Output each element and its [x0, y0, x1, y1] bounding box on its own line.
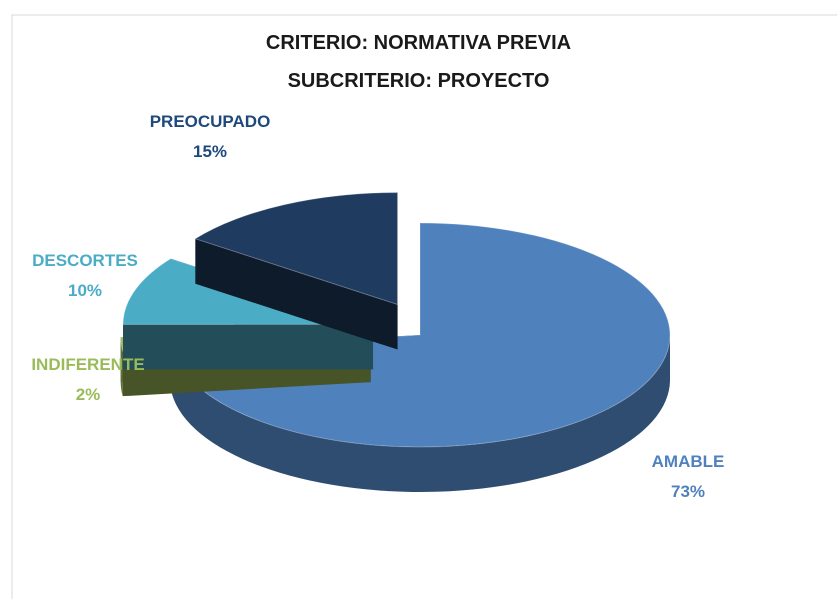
data-label-name: AMABLE: [651, 452, 725, 471]
data-label-value: 2%: [75, 385, 101, 404]
data-label-value: 10%: [67, 281, 103, 300]
slice-wall: [195, 238, 398, 350]
slice: [194, 192, 399, 350]
slice-top: [171, 222, 671, 448]
data-label-value: 73%: [670, 482, 706, 501]
data-label-name: PREOCUPADO: [149, 112, 271, 131]
chart-title: CRITERIO: NORMATIVA PREVIA: [265, 32, 572, 54]
slice-side: [171, 335, 671, 493]
chart-subtitle: SUBCRITERIO: PROYECTO: [287, 70, 550, 92]
data-label-name: DESCORTES: [32, 251, 138, 270]
slice-side: [120, 337, 123, 397]
slice-top: [194, 192, 399, 306]
data-label-name: INDIFERENTE: [31, 355, 145, 374]
data-label-value: 15%: [192, 142, 228, 161]
